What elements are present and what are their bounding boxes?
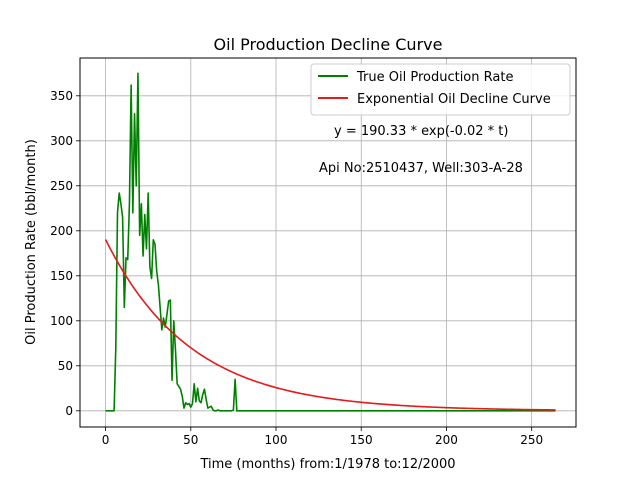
plot-frame <box>79 57 577 428</box>
legend-label-true-rate: True Oil Production Rate <box>356 70 513 85</box>
ticks: 0 50 100 150 200 250 0 50 100 150 200 250 300 350 <box>50 89 543 447</box>
y-tick-label: 200 <box>50 224 73 238</box>
legend-box <box>310 63 571 116</box>
y-tick-label: 0 <box>65 404 73 418</box>
x-tick-label: 200 <box>435 433 458 447</box>
x-tick-label: 150 <box>350 433 373 447</box>
x-axis-label: Time (months) from:1/1978 to:12/2000 <box>199 457 455 472</box>
legend-label-exp-curve: Exponential Oil Decline Curve <box>357 92 551 107</box>
equation-annotation: y = 190.33 * exp(-0.02 * t) <box>334 124 508 139</box>
x-tick-label: 100 <box>265 433 288 447</box>
true-production-line <box>105 72 556 412</box>
exponential-decline-line <box>104 239 556 411</box>
y-tick-label: 50 <box>58 359 73 373</box>
y-tick-label: 100 <box>50 314 73 328</box>
legend: True Oil Production Rate Exponential Oil… <box>310 63 571 116</box>
well-annotation: Api No:2510437, Well:303-A-28 <box>319 161 523 176</box>
y-axis-label: Oil Production Rate (bbl/month) <box>24 139 39 345</box>
x-tick-label: 0 <box>102 433 110 447</box>
y-tick-label: 250 <box>50 179 73 193</box>
x-tick-label: 250 <box>520 433 543 447</box>
y-tick-label: 300 <box>50 134 73 148</box>
y-tick-label: 150 <box>50 269 73 283</box>
series-layer <box>104 72 556 412</box>
x-tick-label: 50 <box>183 433 198 447</box>
y-tick-label: 350 <box>50 89 73 103</box>
chart-title: Oil Production Decline Curve <box>214 35 443 54</box>
